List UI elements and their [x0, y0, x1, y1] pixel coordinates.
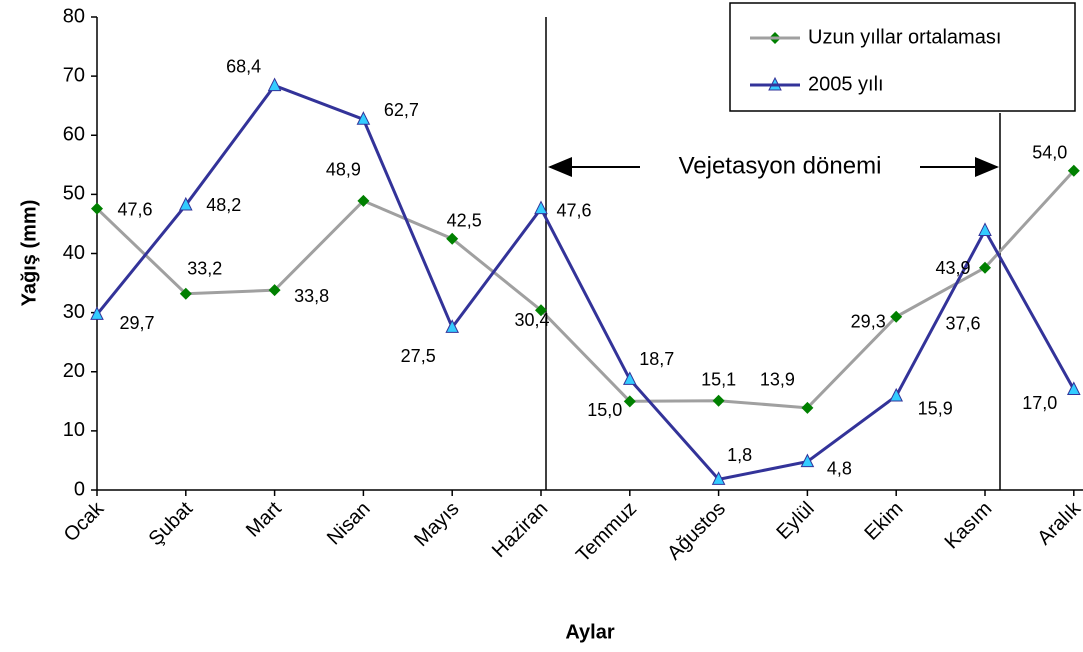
data-label: 33,8 [294, 286, 329, 306]
data-label: 15,0 [587, 400, 622, 420]
marker [267, 77, 282, 92]
legend [729, 2, 1076, 112]
marker [801, 401, 814, 414]
marker [446, 232, 459, 245]
x-tick-label: Ekim [860, 498, 907, 545]
marker [711, 471, 726, 485]
data-label: 29,7 [119, 313, 154, 333]
legend-label: Uzun yıllar ortalaması [808, 26, 1001, 48]
data-label: 47,6 [117, 199, 152, 219]
data-label: 54,0 [1032, 142, 1067, 162]
data-label: 47,6 [556, 200, 591, 220]
x-tick-label: Mayıs [410, 498, 463, 551]
marker [91, 202, 103, 215]
marker [622, 371, 637, 385]
y-axis-title: Yağış (mm) [18, 200, 40, 307]
marker [1067, 164, 1080, 177]
data-label: 42,5 [447, 210, 482, 230]
marker [979, 261, 991, 274]
marker [623, 395, 636, 408]
data-label: 48,9 [326, 160, 361, 180]
data-label: 29,3 [851, 312, 886, 332]
marker [268, 284, 281, 297]
y-tick-label: 80 [63, 5, 85, 27]
marker [1066, 381, 1081, 395]
x-tick-label: Nisan [323, 498, 375, 550]
x-tick-label: Eylül [772, 498, 818, 544]
marker [800, 453, 815, 468]
y-tick-label: 70 [63, 64, 85, 86]
annotation: Vejetasyon dönemi [679, 152, 882, 179]
data-label: 4,8 [827, 458, 852, 478]
y-tick-label: 60 [63, 124, 85, 146]
marker [356, 111, 371, 125]
y-tick-label: 10 [63, 419, 85, 441]
x-tick-label: Temmuz [572, 498, 641, 567]
data-label: 33,2 [187, 258, 222, 278]
data-label: 13,9 [760, 370, 795, 390]
legend-label: 2005 yılı [808, 73, 884, 95]
data-label: 68,4 [226, 56, 261, 76]
data-label: 1,8 [727, 445, 752, 465]
data-label: 27,5 [401, 346, 436, 366]
y-tick-label: 40 [63, 242, 85, 264]
y-tick-label: 30 [63, 301, 85, 323]
marker [535, 304, 547, 317]
data-label: 18,7 [639, 349, 674, 369]
x-tick-label: Ocak [60, 497, 109, 546]
data-label: 48,2 [206, 195, 241, 215]
data-label: 17,0 [1022, 393, 1057, 413]
marker [889, 387, 904, 402]
marker [445, 319, 460, 333]
data-label: 30,4 [514, 310, 549, 330]
marker [890, 310, 903, 323]
y-tick-label: 0 [74, 478, 85, 500]
x-tick-label: Kasım [941, 498, 997, 554]
y-tick-label: 20 [63, 360, 85, 382]
data-label: 15,1 [701, 369, 736, 389]
data-label: 37,6 [945, 313, 980, 333]
x-tick-label: Mart [242, 497, 286, 541]
y-tick-label: 50 [63, 183, 85, 205]
marker [978, 222, 992, 236]
series-line [95, 169, 1075, 410]
series-line [95, 83, 1076, 481]
x-tick-label: Haziran [488, 498, 552, 562]
x-axis-title: Aylar [565, 621, 615, 643]
marker [179, 287, 192, 300]
x-tick-label: Aralık [1033, 497, 1083, 549]
marker [712, 394, 725, 407]
data-label: 15,9 [918, 399, 953, 419]
data-label: 62,7 [384, 100, 419, 120]
marker [534, 200, 548, 215]
marker [90, 306, 104, 320]
marker [178, 196, 193, 211]
x-tick-label: Ağustos [663, 498, 730, 565]
x-tick-label: Şubat [145, 497, 198, 550]
marker [357, 194, 370, 207]
data-label: 43,9 [935, 258, 970, 278]
